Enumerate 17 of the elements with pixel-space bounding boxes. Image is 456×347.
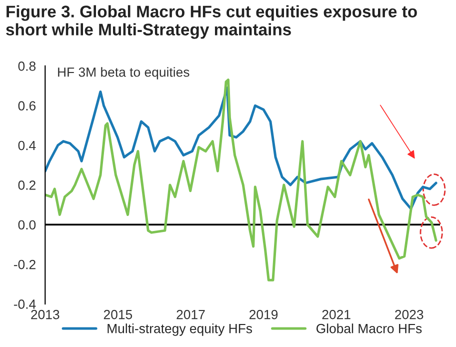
x-tick-label: 2019	[250, 310, 278, 320]
y-tick-label: 0.2	[18, 180, 36, 190]
y-tick-label: 0.4	[18, 140, 36, 150]
x-tick-label: 2023	[395, 310, 424, 320]
annotation: HF 3M beta to equities	[58, 67, 190, 80]
y-tick-label: -0.4	[14, 300, 36, 309]
x-tick-label: 2017	[176, 310, 205, 320]
legend-label: Multi-strategy equity HFs	[108, 324, 252, 336]
y-tick-label: 0.8	[18, 61, 36, 71]
y-tick-label: 0.0	[18, 220, 36, 230]
x-tick-label: 2015	[104, 310, 132, 320]
legend-label: Global Macro HFs	[316, 324, 422, 334]
chart-title: Figure 3. Global Macro HFs cut equities exposure to short while Multi-Strategy maintains	[6, 5, 417, 39]
x-tick-label: 2013	[31, 310, 60, 320]
y-tick-label: -0.2	[14, 260, 36, 270]
x-tick-label: 2021	[322, 310, 350, 320]
y-tick-label: 0.6	[18, 101, 36, 111]
